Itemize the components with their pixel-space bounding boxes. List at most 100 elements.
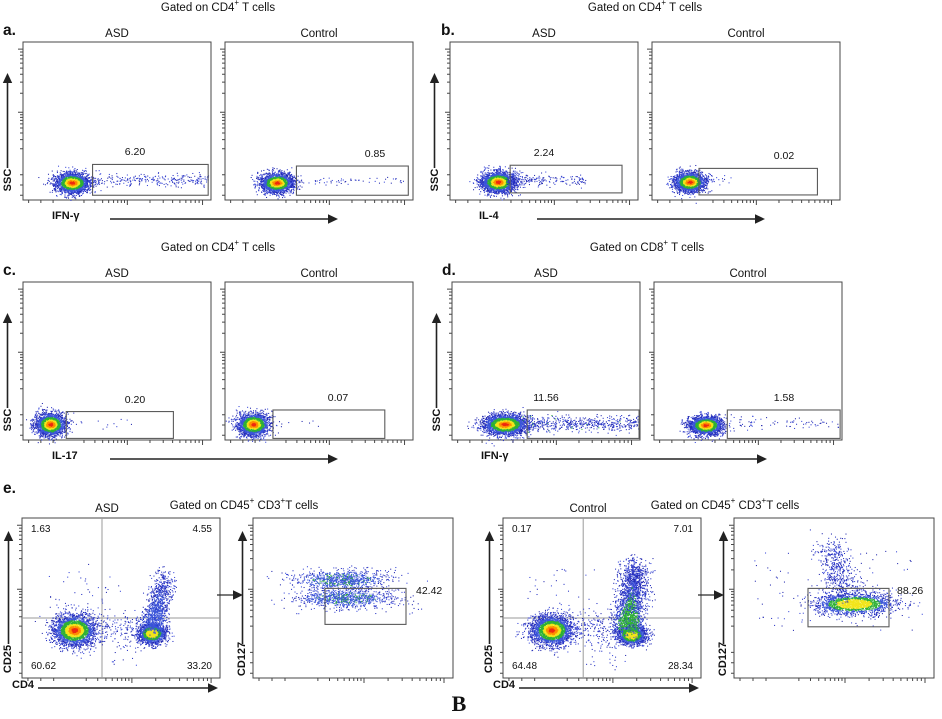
x-axis-label: IFN-γ xyxy=(481,450,509,462)
quadrant-percent-bottom-left: 60.62 xyxy=(31,661,57,672)
gate-population-title: Gated on CD4+ T cells xyxy=(160,239,276,254)
superscript-plus: + xyxy=(234,0,240,8)
y-axis-arrow-icon xyxy=(484,531,495,644)
treg-gate-percent-label: 88.26 xyxy=(897,585,924,597)
x-axis-label: IL-4 xyxy=(479,210,499,222)
y-axis-arrow-icon xyxy=(237,531,248,644)
panel-letter: a. xyxy=(3,22,16,39)
x-axis-arrow-icon xyxy=(38,683,218,693)
title-text: T cells xyxy=(239,242,276,254)
y-axis-arrow-icon xyxy=(431,313,442,408)
y-axis-arrow-icon xyxy=(2,313,13,408)
treg-plot-asd xyxy=(244,517,456,689)
superscript-plus: + xyxy=(280,496,286,506)
title-text: Gated on CD4 xyxy=(160,242,235,254)
group-label: ASD xyxy=(532,28,556,40)
gate-percent-label: 11.56 xyxy=(533,391,559,404)
quadrant-plot-asd xyxy=(13,517,223,689)
y-axis-arrow-icon xyxy=(3,531,14,644)
figure-panel-label: B xyxy=(451,691,467,716)
dot-plot-d-asd xyxy=(443,281,643,451)
gate-population-title: Gated on CD4+ T cells xyxy=(160,0,276,14)
group-label: Control xyxy=(300,268,338,280)
gate-percent-label: 0.20 xyxy=(124,393,146,406)
x-axis-arrow-icon xyxy=(110,214,338,224)
y-axis-arrow-icon xyxy=(718,531,729,644)
gate-population-title: Gated on CD45+ CD3+T cells xyxy=(169,497,319,512)
x-axis-label: CD4 xyxy=(12,679,35,691)
quadrant-percent-top-left: 1.63 xyxy=(31,524,51,535)
group-label: Control xyxy=(729,268,767,280)
panel-letter: b. xyxy=(441,22,455,39)
title-text: CD3 xyxy=(254,500,281,512)
superscript-plus: + xyxy=(234,238,240,248)
gate-connector-arrow-icon xyxy=(698,590,724,600)
x-axis-label: IFN-γ xyxy=(52,210,80,222)
y-axis-label: SSC xyxy=(2,168,14,192)
panel-letter: d. xyxy=(442,262,456,279)
quadrant-percent-top-left: 0.17 xyxy=(512,524,532,535)
group-label: Control xyxy=(569,503,607,515)
y-axis-label: SSC xyxy=(429,168,441,192)
y-axis-label: SSC xyxy=(2,408,14,432)
x-axis-label: IL-17 xyxy=(52,450,78,462)
dot-plot-a-control xyxy=(216,41,416,211)
dot-plot-c-asd xyxy=(14,281,214,451)
quadrant-percent-bottom-right: 33.20 xyxy=(186,661,212,672)
x-axis-label: CD4 xyxy=(493,679,516,691)
title-text: T cells xyxy=(666,2,703,14)
quadrant-plot-control xyxy=(494,517,704,689)
gate-population-title: Gated on CD4+ T cells xyxy=(587,0,703,14)
y-axis-label: CD127 xyxy=(717,641,729,677)
title-text: T cells xyxy=(239,2,276,14)
y-axis-arrow-icon xyxy=(429,73,440,168)
dot-plot-b-asd xyxy=(441,41,641,211)
superscript-plus: + xyxy=(761,496,767,506)
gate-percent-label: 0.85 xyxy=(364,148,386,161)
quadrant-percent-top-right: 4.55 xyxy=(192,524,212,535)
quadrant-percent-bottom-right: 28.34 xyxy=(667,661,693,672)
superscript-plus: + xyxy=(730,496,736,506)
title-text: T cells xyxy=(668,242,705,254)
y-axis-label: SSC xyxy=(431,408,443,432)
group-label: Control xyxy=(727,28,765,40)
title-text: Gated on CD4 xyxy=(587,2,662,14)
gate-percent-label: 0.07 xyxy=(327,391,349,404)
group-label: ASD xyxy=(534,268,558,280)
dot-plot-b-control xyxy=(643,41,843,211)
group-label: ASD xyxy=(105,268,129,280)
title-text: CD3 xyxy=(735,500,762,512)
x-axis-arrow-icon xyxy=(519,683,699,693)
x-axis-arrow-icon xyxy=(110,454,338,464)
gate-population-title: Gated on CD45+ CD3+T cells xyxy=(650,497,800,512)
quadrant-percent-bottom-left: 64.48 xyxy=(512,661,538,672)
title-text: T cells xyxy=(285,500,319,512)
gate-percent-label: 2.24 xyxy=(533,147,555,160)
dot-plot-d-control xyxy=(645,281,845,451)
group-label: ASD xyxy=(95,503,119,515)
panel-letter: e. xyxy=(3,480,16,497)
treg-gate-percent-label: 42.42 xyxy=(416,585,443,597)
superscript-plus: + xyxy=(663,238,669,248)
x-axis-arrow-icon xyxy=(539,454,767,464)
gate-percent-label: 0.02 xyxy=(773,150,795,163)
title-text: Gated on CD8 xyxy=(589,242,664,254)
x-axis-arrow-icon xyxy=(537,214,765,224)
title-text: Gated on CD45 xyxy=(650,500,731,512)
group-label: Control xyxy=(300,28,338,40)
gate-percent-label: 1.58 xyxy=(773,391,795,404)
gate-percent-label: 6.20 xyxy=(124,146,146,159)
title-text: Gated on CD4 xyxy=(160,2,235,14)
treg-plot-control xyxy=(725,517,937,689)
quadrant-percent-top-right: 7.01 xyxy=(673,524,693,535)
y-axis-label: CD127 xyxy=(236,641,248,677)
gate-population-title: Gated on CD8+ T cells xyxy=(589,239,705,254)
panel-letter: c. xyxy=(3,262,16,279)
group-label: ASD xyxy=(105,28,129,40)
gate-connector-arrow-icon xyxy=(217,590,243,600)
title-text: Gated on CD45 xyxy=(169,500,250,512)
superscript-plus: + xyxy=(661,0,667,8)
title-text: T cells xyxy=(766,500,800,512)
dot-plot-c-control xyxy=(216,281,416,451)
